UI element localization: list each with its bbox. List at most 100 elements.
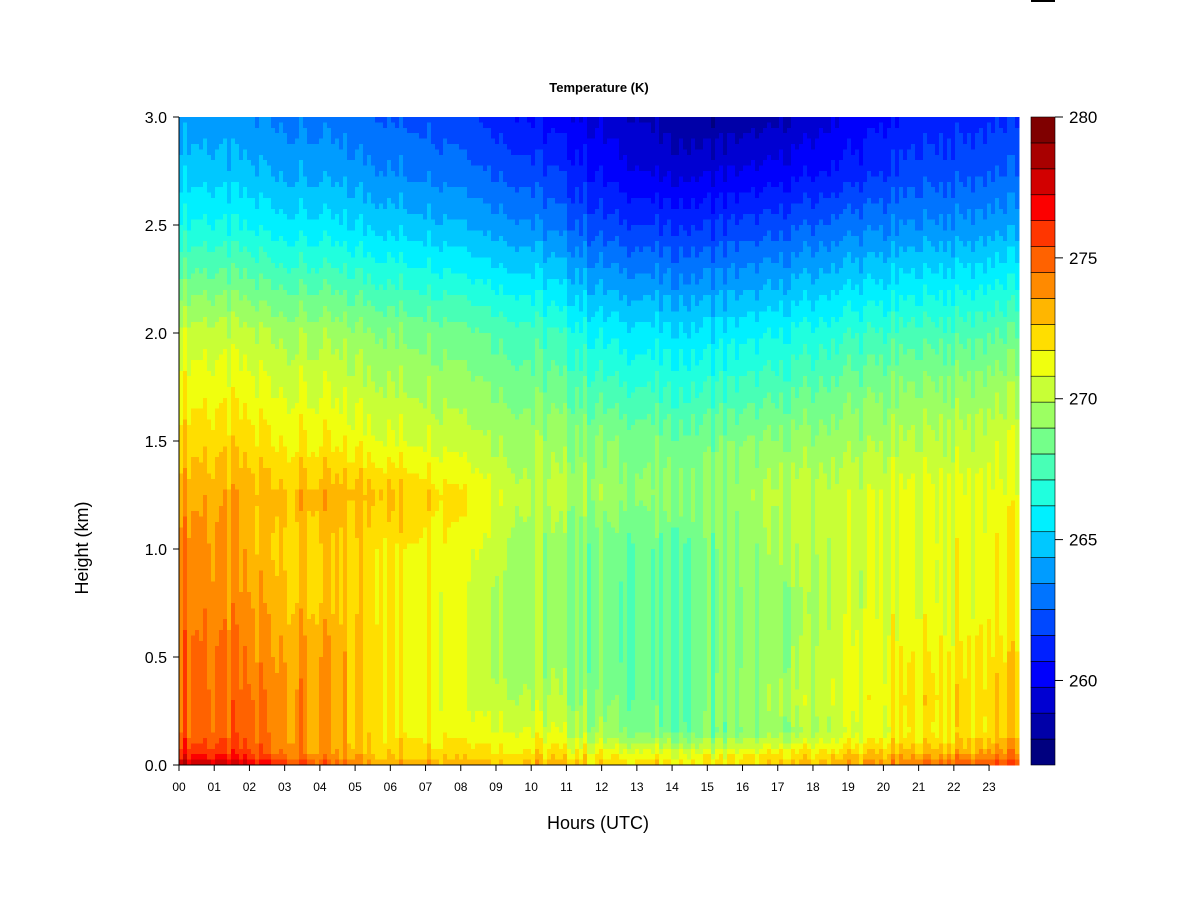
heatmap-cell	[179, 614, 184, 620]
heatmap-cell	[307, 457, 312, 463]
heatmap-cell	[323, 571, 328, 577]
heatmap-cell	[247, 479, 252, 485]
heatmap-cell	[303, 257, 308, 263]
heatmap-cell	[271, 522, 276, 528]
heatmap-cell	[283, 268, 288, 274]
heatmap-cell	[291, 652, 296, 658]
heatmap-cell	[311, 614, 316, 620]
heatmap-cell	[271, 311, 276, 317]
heatmap-cell	[283, 387, 288, 393]
heatmap-cell	[315, 641, 320, 647]
heatmap-cell	[215, 382, 220, 388]
heatmap-cell	[315, 738, 320, 744]
heatmap-cell	[283, 193, 288, 199]
heatmap-cell	[295, 689, 300, 695]
heatmap-cell	[307, 700, 312, 706]
heatmap-cell	[327, 533, 332, 539]
heatmap-cell	[335, 144, 340, 150]
heatmap-cell	[231, 706, 236, 712]
heatmap-cell	[191, 203, 196, 209]
heatmap-cell	[335, 128, 340, 134]
heatmap-cell	[327, 311, 332, 317]
heatmap-cell	[323, 268, 328, 274]
heatmap-cell	[335, 463, 340, 469]
heatmap-cell	[339, 436, 344, 442]
heatmap-cell	[343, 414, 348, 420]
heatmap-cell	[287, 479, 292, 485]
heatmap-cell	[259, 338, 264, 344]
heatmap-cell	[331, 549, 336, 555]
heatmap-cell	[279, 641, 284, 647]
heatmap-cell	[223, 171, 228, 177]
heatmap-cell	[231, 360, 236, 366]
heatmap-cell	[195, 149, 200, 155]
heatmap-cell	[231, 463, 236, 469]
heatmap-cell	[243, 457, 248, 463]
heatmap-cell	[251, 527, 256, 533]
heatmap-cell	[319, 263, 324, 269]
heatmap-cell	[223, 419, 228, 425]
heatmap-cell	[179, 754, 184, 760]
heatmap-cell	[203, 155, 208, 161]
heatmap-cell	[291, 446, 296, 452]
heatmap-cell	[271, 657, 276, 663]
heatmap-cell	[235, 576, 240, 582]
heatmap-cell	[215, 560, 220, 566]
heatmap-cell	[207, 220, 212, 226]
heatmap-cell	[231, 155, 236, 161]
heatmap-cell	[251, 149, 256, 155]
heatmap-cell	[179, 328, 184, 334]
heatmap-cell	[207, 236, 212, 242]
heatmap-cell	[207, 527, 212, 533]
heatmap-cell	[183, 365, 188, 371]
heatmap-cell	[319, 284, 324, 290]
heatmap-cell	[247, 565, 252, 571]
heatmap-cell	[319, 684, 324, 690]
heatmap-cell	[259, 662, 264, 668]
heatmap-cell	[327, 139, 332, 145]
heatmap-cell	[303, 608, 308, 614]
heatmap-cell	[303, 711, 308, 717]
heatmap-cell	[255, 241, 260, 247]
heatmap-cell	[319, 695, 324, 701]
heatmap-cell	[271, 738, 276, 744]
heatmap-cell	[215, 414, 220, 420]
heatmap-cell	[315, 198, 320, 204]
heatmap-cell	[211, 322, 216, 328]
heatmap-cell	[191, 754, 196, 760]
heatmap-cell	[179, 263, 184, 269]
heatmap-cell	[191, 328, 196, 334]
heatmap-cell	[335, 171, 340, 177]
heatmap-cell	[243, 182, 248, 188]
heatmap-cell	[271, 727, 276, 733]
heatmap-cell	[235, 387, 240, 393]
heatmap-cell	[199, 306, 204, 312]
heatmap-cell	[203, 387, 208, 393]
heatmap-cell	[195, 608, 200, 614]
heatmap-cell	[291, 392, 296, 398]
heatmap-cell	[187, 517, 192, 523]
heatmap-cell	[203, 392, 208, 398]
heatmap-cell	[251, 338, 256, 344]
heatmap-cell	[235, 317, 240, 323]
heatmap-cell	[195, 673, 200, 679]
heatmap-cell	[251, 484, 256, 490]
heatmap-cell	[207, 279, 212, 285]
heatmap-cell	[231, 392, 236, 398]
heatmap-cell	[279, 662, 284, 668]
heatmap-cell	[247, 706, 252, 712]
heatmap-cell	[283, 117, 288, 123]
heatmap-cell	[199, 311, 204, 317]
heatmap-cell	[271, 722, 276, 728]
heatmap-cell	[199, 598, 204, 604]
heatmap-cell	[319, 274, 324, 280]
heatmap-cell	[311, 398, 316, 404]
heatmap-cell	[247, 425, 252, 431]
heatmap-cell	[275, 409, 280, 415]
heatmap-cell	[303, 722, 308, 728]
heatmap-cell	[199, 392, 204, 398]
heatmap-cell	[295, 463, 300, 469]
heatmap-cell	[211, 171, 216, 177]
heatmap-cell	[235, 527, 240, 533]
heatmap-cell	[179, 182, 184, 188]
